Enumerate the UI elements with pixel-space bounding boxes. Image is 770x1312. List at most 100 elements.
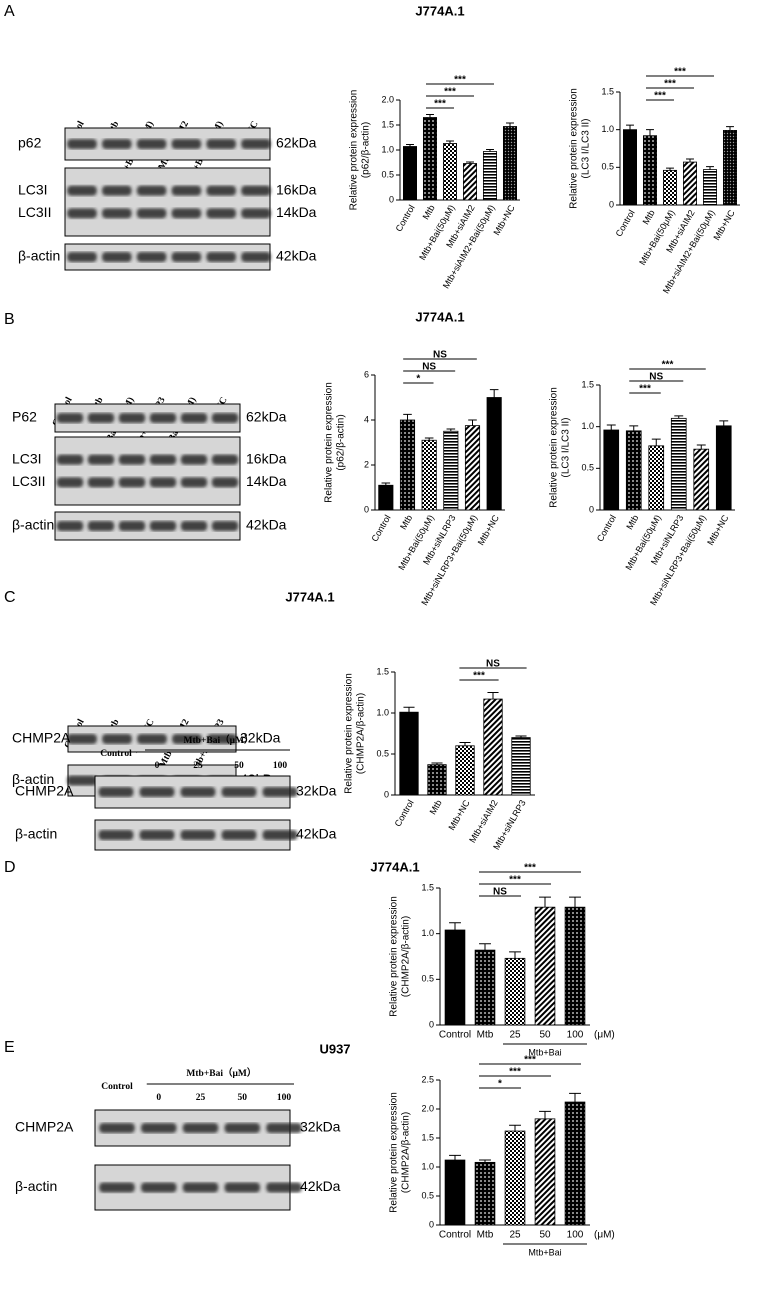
- error-bar: [509, 1124, 521, 1132]
- error-bar: [696, 444, 706, 450]
- blot-band: [221, 787, 257, 797]
- blot-band: [139, 830, 175, 840]
- bar: [482, 151, 497, 201]
- blot-band: [207, 734, 237, 744]
- significance-label: ***: [662, 360, 674, 371]
- x-tick-label: Control: [369, 513, 392, 543]
- blot-band: [139, 787, 175, 797]
- blot-lane-label: 25: [196, 1093, 206, 1103]
- significance-label: ***: [654, 91, 666, 102]
- error-bar: [626, 124, 634, 130]
- significance-label: ***: [639, 384, 651, 395]
- blot-lane-label: 0: [156, 1093, 161, 1103]
- significance-label: ***: [674, 67, 686, 78]
- blot-band: [172, 734, 202, 744]
- blot-membrane: [64, 167, 271, 237]
- blot-band: [149, 521, 177, 531]
- blot-band: [118, 454, 146, 465]
- panel-letter: E: [4, 1039, 15, 1056]
- blot-row-label: CHMP2A: [15, 783, 74, 799]
- y-axis-label: (CHMP2A/β-actin): [401, 1112, 412, 1193]
- blot-kda-label: 42kDa: [300, 1178, 341, 1194]
- x-tick-label: Control: [393, 798, 416, 828]
- blot-kda-label: 32kDa: [240, 730, 281, 746]
- bar: [399, 711, 419, 796]
- blot-band: [102, 734, 132, 744]
- bar: [564, 1101, 586, 1226]
- blot-band: [141, 1182, 177, 1193]
- blot-band: [171, 252, 202, 262]
- error-bar: [509, 951, 521, 959]
- bar: [670, 417, 687, 511]
- bar: [603, 429, 620, 511]
- blot-band: [241, 252, 271, 262]
- y-tick-label: 0: [429, 1019, 434, 1029]
- panel-title: J774A.1: [415, 309, 464, 324]
- x-tick-label: Control: [614, 208, 637, 238]
- blot-band: [266, 1123, 302, 1133]
- blot-membrane: [54, 436, 241, 506]
- y-tick-label: 1.0: [376, 707, 389, 717]
- blot-band: [211, 413, 239, 423]
- bar: [663, 169, 678, 206]
- y-axis-label: Relative protein expression: [324, 382, 335, 503]
- y-tick-label: 6: [364, 369, 369, 379]
- blot-band: [118, 477, 146, 488]
- significance-label: NS: [486, 659, 500, 670]
- blot-row-label: β-actin: [12, 517, 54, 533]
- y-axis-label: (p62/β-actin): [336, 414, 347, 470]
- bar: [483, 698, 503, 796]
- significance-label: NS: [422, 362, 436, 373]
- blot-band: [98, 787, 134, 797]
- x-tick-label: Mtb: [477, 1030, 494, 1041]
- panel-title: J774A.1: [370, 859, 419, 874]
- blot-band: [211, 477, 239, 488]
- y-tick-label: 1.5: [376, 666, 389, 676]
- x-tick-label: 100: [567, 1230, 584, 1241]
- blot-kda-label: 42kDa: [296, 826, 337, 842]
- blot-band: [67, 208, 97, 219]
- blot-row-label: P62: [12, 409, 37, 425]
- blot-lane-label: 100: [277, 1093, 292, 1103]
- significance-label: NS: [493, 887, 507, 898]
- error-bar: [449, 922, 461, 931]
- blot-band: [182, 1123, 219, 1133]
- y-axis-label: Relative protein expression: [549, 387, 560, 508]
- y-tick-label: 0.5: [581, 463, 594, 473]
- significance-label: *: [498, 1079, 502, 1090]
- y-tick-label: 1.0: [601, 124, 614, 134]
- blot-band: [67, 252, 97, 262]
- bar: [502, 126, 517, 201]
- bar: [443, 430, 459, 511]
- blot-band: [224, 1123, 260, 1133]
- bar: [427, 764, 447, 796]
- bar: [625, 430, 642, 511]
- blot-lane-label: 50: [238, 1093, 248, 1103]
- y-tick-label: 1.5: [421, 1132, 434, 1142]
- error-bar: [629, 425, 639, 431]
- error-bar: [651, 438, 661, 446]
- blot-kda-label: 42kDa: [246, 517, 287, 533]
- blot-row-label: LC3II: [18, 204, 51, 220]
- error-bar: [539, 896, 551, 908]
- error-bar: [506, 122, 514, 127]
- y-axis-label: Relative protein expression: [389, 896, 400, 1017]
- y-tick-label: 2.0: [421, 1103, 434, 1113]
- bar: [643, 135, 658, 206]
- y-axis-label: Relative protein expression: [389, 1092, 400, 1213]
- blot-band: [221, 830, 257, 840]
- blot-band: [136, 208, 167, 219]
- bar: [648, 445, 665, 511]
- blot-band: [99, 1182, 135, 1193]
- error-bar: [431, 762, 443, 765]
- y-tick-label: 1.5: [381, 119, 394, 129]
- error-bar: [515, 735, 527, 738]
- blot-lane-label: 100: [273, 761, 288, 771]
- error-bar: [403, 706, 415, 713]
- blot-kda-label: 32kDa: [296, 783, 337, 799]
- significance-label: ***: [524, 1055, 536, 1066]
- error-bar: [426, 114, 434, 118]
- y-tick-label: 0: [589, 504, 594, 514]
- y-tick-label: 0.5: [421, 974, 434, 984]
